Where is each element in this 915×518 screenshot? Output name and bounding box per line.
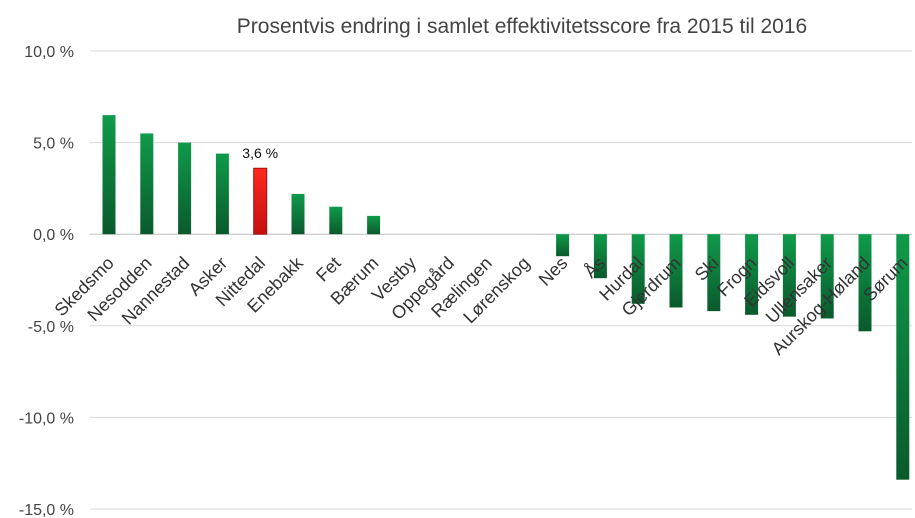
bar-ullensaker [820, 234, 834, 319]
y-tick-label: -5,0 % [28, 319, 74, 336]
bar-frogn [745, 234, 759, 315]
x-tick-label: Nes [535, 253, 572, 290]
bar-nesodden [140, 133, 154, 235]
bar-nannestad [178, 142, 192, 235]
bar-gjerdrum [669, 234, 683, 308]
bar-bærum [367, 215, 381, 235]
bar-asker [215, 153, 229, 235]
y-tick-label: 10,0 % [24, 44, 74, 61]
bar-aurskog-høland [858, 234, 872, 332]
bar-fet [329, 206, 343, 235]
y-tick-label: 0,0 % [33, 227, 74, 244]
data-label: 3,6 % [242, 145, 278, 161]
bar-eidsvoll [782, 234, 796, 317]
y-tick-label: -15,0 % [19, 502, 74, 518]
bar-sørum [896, 234, 910, 480]
y-tick-label: 5,0 % [33, 136, 74, 153]
bar-enebakk [291, 193, 305, 235]
bar-ski [707, 234, 721, 312]
bar-ås [593, 234, 607, 279]
bar-nittedal [253, 167, 268, 235]
bar-nes [556, 234, 570, 257]
bar-skedsmo [102, 115, 116, 235]
y-tick-label: -10,0 % [19, 410, 74, 427]
bar-hurdal [631, 234, 645, 304]
chart-title: Prosentvis endring i samlet effektivitet… [237, 15, 807, 38]
